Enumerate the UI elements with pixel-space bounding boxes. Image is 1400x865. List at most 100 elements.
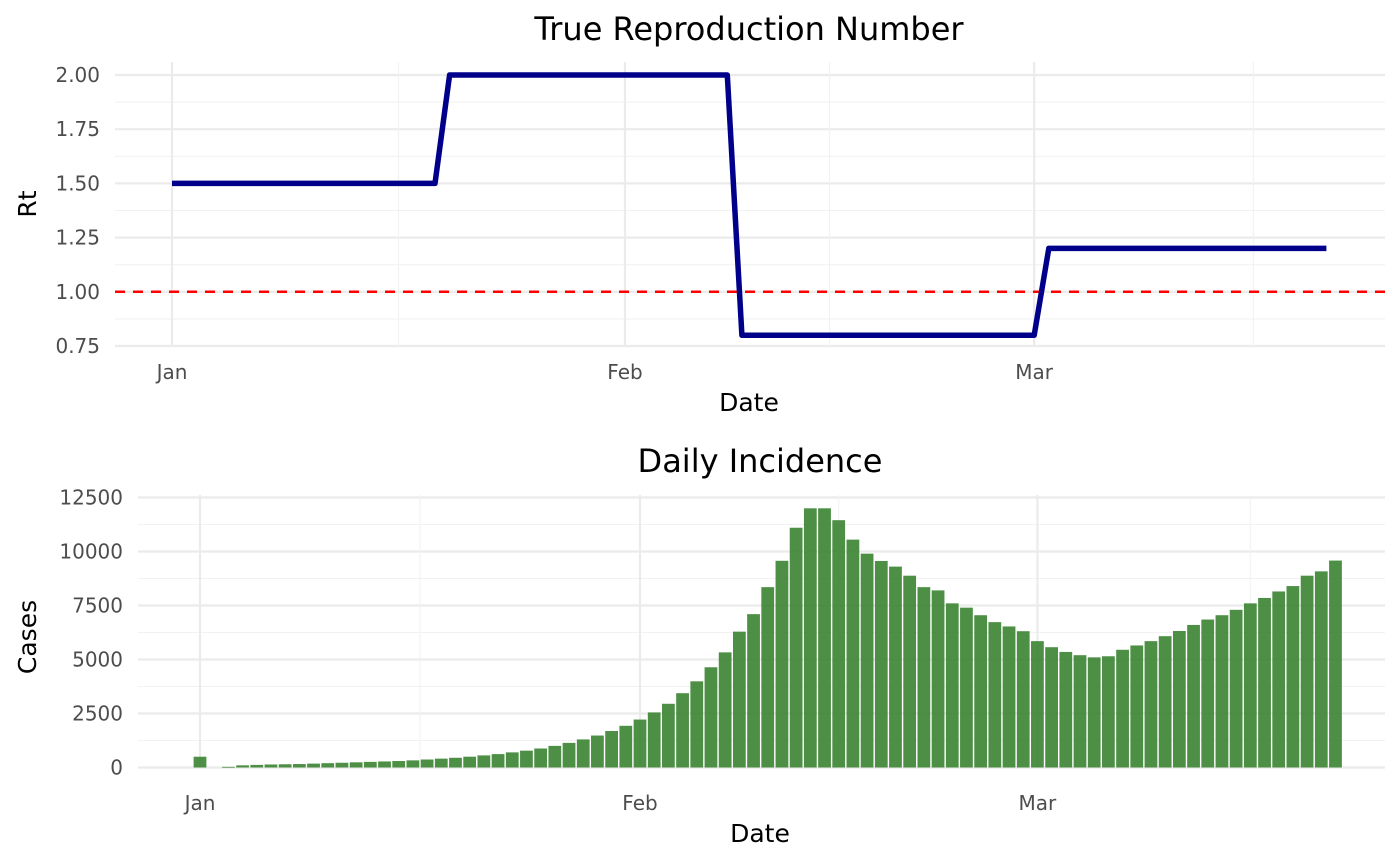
incidence-bar: [633, 719, 647, 768]
incidence-bar: [960, 607, 973, 768]
incidence-bar: [222, 766, 235, 768]
incidence-bar: [832, 520, 846, 768]
incidence-bar: [434, 758, 448, 768]
incidence-bar: [505, 752, 519, 768]
incidence-bar: [1215, 615, 1229, 768]
incidence-y-tick-label: 7500: [72, 594, 123, 618]
incidence-bar: [1059, 651, 1073, 768]
incidence-y-tick-label: 12500: [59, 486, 123, 510]
incidence-bar: [874, 561, 888, 768]
incidence-bar: [236, 765, 249, 768]
incidence-bar: [704, 667, 718, 768]
rt-y-tick-label: 1.25: [55, 226, 100, 250]
incidence-bar: [349, 762, 363, 768]
rt-panel: 0.75 1.00 1.25 1.50 1.75 2.00 Jan Feb Mar True …: [13, 10, 1385, 417]
incidence-bar: [676, 693, 689, 768]
incidence-bar: [1002, 626, 1016, 768]
incidence-bar: [931, 590, 945, 768]
incidence-bar: [732, 631, 746, 768]
incidence-bar: [1045, 647, 1058, 768]
incidence-bar: [576, 739, 590, 768]
incidence-bar: [1187, 624, 1200, 768]
incidence-bar: [1314, 571, 1328, 768]
incidence-bar: [1258, 597, 1271, 768]
rt-chart-title: True Reproduction Number: [533, 10, 964, 48]
incidence-y-tick-label: 10000: [59, 540, 123, 564]
incidence-bar: [491, 754, 505, 768]
incidence-bar: [264, 764, 278, 768]
rt-y-axis-title: Rt: [13, 190, 42, 217]
incidence-bar: [846, 539, 860, 768]
rt-x-tick-label: Jan: [155, 360, 188, 384]
incidence-bar: [690, 681, 704, 768]
incidence-bar: [747, 614, 760, 768]
incidence-bar: [406, 760, 420, 768]
rt-y-ticks: 0.75 1.00 1.25 1.50 1.75 2.00: [55, 63, 100, 358]
incidence-bar: [662, 703, 675, 768]
incidence-bar: [605, 731, 618, 768]
incidence-y-tick-label: 5000: [72, 648, 123, 672]
incidence-bar: [562, 742, 576, 768]
incidence-bar: [591, 735, 604, 768]
incidence-bar: [803, 508, 817, 768]
incidence-bar: [477, 755, 491, 768]
incidence-bar: [1158, 636, 1172, 768]
incidence-chart-title: Daily Incidence: [638, 442, 883, 480]
incidence-y-tick-label: 0: [110, 756, 123, 780]
rt-y-tick-label: 0.75: [55, 334, 100, 358]
incidence-bar: [321, 763, 335, 768]
incidence-panel: 0 2500 5000 7500 10000 12500 Jan Feb Mar Daily …: [13, 442, 1385, 848]
incidence-bar: [1130, 645, 1144, 768]
incidence-bar: [548, 745, 562, 768]
incidence-bar: [1087, 657, 1101, 768]
incidence-bar: [1031, 641, 1044, 768]
incidence-bar: [789, 527, 803, 768]
incidence-bar: [619, 725, 633, 768]
incidence-bar: [1286, 586, 1300, 768]
incidence-bar: [889, 566, 902, 768]
incidence-bar: [520, 750, 533, 768]
incidence-bar: [392, 761, 406, 768]
incidence-bars: [193, 508, 1342, 768]
rt-series-line: [172, 72, 1327, 338]
incidence-bar: [1016, 631, 1030, 768]
incidence-bar: [1229, 609, 1243, 768]
rt-gridlines: [115, 62, 1385, 348]
incidence-x-tick-label: Feb: [622, 791, 657, 815]
incidence-bar: [278, 764, 292, 768]
rt-y-tick-label: 1.75: [55, 117, 100, 141]
incidence-bar: [534, 748, 548, 768]
incidence-y-ticks: 0 2500 5000 7500 10000 12500: [59, 486, 123, 780]
incidence-x-tick-label: Jan: [183, 791, 216, 815]
incidence-bar: [1329, 560, 1342, 768]
incidence-bar: [292, 764, 306, 768]
rt-y-tick-label: 1.50: [55, 171, 100, 195]
incidence-bar: [818, 508, 831, 768]
incidence-bar: [449, 757, 462, 768]
rt-x-ticks: Jan Feb Mar: [155, 360, 1054, 384]
incidence-bar: [463, 756, 477, 768]
incidence-bar: [761, 587, 775, 768]
incidence-bar: [193, 756, 207, 768]
incidence-bar: [988, 622, 1002, 768]
incidence-x-axis-title: Date: [730, 819, 790, 848]
incidence-bar: [1243, 603, 1257, 768]
incidence-bar: [1172, 630, 1186, 768]
incidence-bar: [775, 560, 789, 768]
incidence-x-tick-label: Mar: [1019, 791, 1058, 815]
incidence-bar: [718, 652, 732, 768]
incidence-bar: [1102, 656, 1115, 768]
incidence-bar: [307, 763, 320, 768]
incidence-bar: [903, 575, 917, 768]
incidence-bar: [974, 615, 988, 768]
incidence-x-ticks: Jan Feb Mar: [183, 791, 1057, 815]
incidence-bar: [945, 603, 959, 768]
incidence-bar: [335, 762, 349, 768]
incidence-bar: [363, 761, 377, 768]
incidence-bar: [917, 587, 931, 768]
rt-y-tick-label: 1.00: [55, 280, 100, 304]
incidence-bar: [378, 761, 391, 768]
rt-x-tick-label: Feb: [607, 360, 642, 384]
incidence-bar: [420, 759, 434, 768]
